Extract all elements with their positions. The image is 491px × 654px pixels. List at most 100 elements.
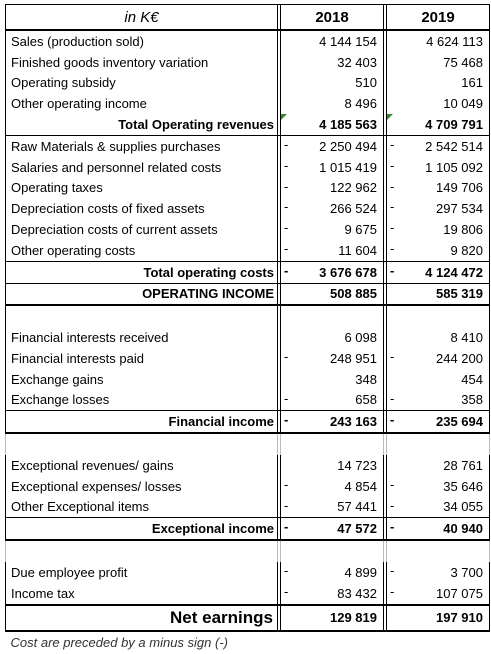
row-label: Exchange gains	[5, 368, 278, 390]
value-2018: 658	[355, 392, 377, 408]
value-2018: 348	[355, 371, 377, 387]
value-2018: 11 604	[338, 242, 377, 258]
value-2018: 266 524	[330, 201, 377, 217]
row-label: Exceptional income	[5, 517, 278, 542]
value-2019: 1 105 092	[425, 159, 483, 175]
table-row: Raw Materials & supplies purchases -2 25…	[5, 135, 490, 157]
table-row: Financial interests paid -248 951 -244 2…	[5, 347, 490, 369]
row-label: Exceptional revenues/ gains	[5, 454, 278, 476]
value-2019: 2 542 514	[425, 138, 483, 154]
minus-sign: -	[284, 497, 289, 513]
value-2019: 35 646	[443, 478, 483, 494]
spacer-row	[5, 433, 490, 455]
footnote-row: Cost are preceded by a minus sign (-)	[6, 631, 490, 654]
value-2019: 197 910	[436, 610, 483, 626]
table-row: Exceptional revenues/ gains 14 723 28 76…	[5, 454, 490, 476]
value-2019: 10 049	[443, 96, 483, 112]
row-label: Operating taxes	[5, 177, 278, 199]
table-row: Other Exceptional items -57 441 -34 055	[5, 496, 490, 518]
year-2018-header: 2018	[280, 4, 384, 31]
minus-sign: -	[390, 476, 395, 492]
value-2019: 149 706	[436, 180, 483, 196]
header-row: in K€ 2018 2019	[5, 4, 490, 31]
minus-sign: -	[390, 136, 395, 152]
minus-sign: -	[284, 476, 289, 492]
row-label: Exceptional expenses/ losses	[5, 475, 278, 497]
net-earnings-row: Net earnings 129 819 197 910	[5, 603, 490, 632]
row-label: Total operating costs	[5, 260, 278, 284]
value-2019: 75 468	[443, 54, 483, 70]
year-2019-header: 2019	[386, 4, 490, 31]
cell-marker-icon	[281, 114, 287, 121]
table-row: Income tax -83 432 -107 075	[5, 582, 490, 605]
minus-sign: -	[390, 220, 395, 236]
value-2019: 3 700	[450, 564, 483, 580]
row-label: Salaries and personnel related costs	[5, 156, 278, 178]
exceptional-income-row: Exceptional income -47 572 -40 940	[5, 517, 490, 542]
minus-sign: -	[284, 157, 289, 173]
table-row: Exchange gains 348 454	[5, 368, 490, 390]
value-2018: 8 496	[344, 96, 377, 112]
value-2019: 19 806	[443, 222, 483, 238]
value-2018: 508 885	[330, 286, 377, 302]
minus-sign: -	[390, 199, 395, 215]
value-2019: 454	[461, 371, 483, 387]
minus-sign: -	[390, 583, 395, 599]
table-row: Operating subsidy 510 161	[5, 72, 490, 94]
row-label: Financial income	[5, 410, 278, 435]
value-2018: 510	[355, 75, 377, 91]
spacer-row	[5, 305, 490, 328]
minus-sign: -	[284, 348, 289, 364]
value-2018: 47 572	[337, 521, 377, 537]
operating-income-row: OPERATING INCOME 508 885 585 319	[5, 283, 490, 307]
value-2019: 235 694	[436, 414, 483, 430]
table-row: Exchange losses -658 -358	[5, 389, 490, 411]
value-2018: 1 015 419	[319, 159, 377, 175]
minus-sign: -	[284, 220, 289, 236]
row-label: Raw Materials & supplies purchases	[5, 135, 278, 157]
value-2018: 4 144 154	[319, 33, 377, 49]
row-label: Net earnings	[5, 603, 278, 632]
value-2018: 83 432	[337, 585, 377, 601]
value-2019: 40 940	[443, 521, 483, 537]
table-row: Operating taxes -122 962 -149 706	[5, 177, 490, 199]
income-statement-table: in K€ 2018 2019 Sales (production sold) …	[5, 4, 490, 654]
value-2018: 4 185 563	[319, 117, 377, 133]
row-label: Operating subsidy	[5, 72, 278, 94]
minus-sign: -	[390, 497, 395, 513]
value-2018: 122 962	[330, 180, 377, 196]
value-2019: 4 624 113	[426, 33, 483, 49]
row-label: Sales (production sold)	[5, 30, 278, 52]
total-row: Total operating costs -3 676 678 -4 124 …	[5, 260, 490, 284]
row-label: Due employee profit	[5, 561, 278, 583]
row-label: Financial interests paid	[5, 347, 278, 369]
row-label: Other operating costs	[5, 239, 278, 262]
table-row: Finished goods inventory variation 32 40…	[5, 51, 490, 73]
minus-sign: -	[390, 178, 395, 194]
table-row: Financial interests received 6 098 8 410	[5, 327, 490, 348]
table-row: Exceptional expenses/ losses -4 854 -35 …	[5, 475, 490, 497]
row-label: Depreciation costs of current assets	[5, 219, 278, 240]
row-label: Other operating income	[5, 93, 278, 115]
minus-sign: -	[284, 583, 289, 599]
value-2018: 14 723	[337, 457, 377, 473]
value-2019: 107 075	[436, 585, 483, 601]
minus-sign: -	[390, 348, 395, 364]
value-2019: 34 055	[443, 499, 483, 515]
minus-sign: -	[284, 519, 289, 535]
table-row: Depreciation costs of fixed assets -266 …	[5, 198, 490, 220]
value-2019: 297 534	[436, 201, 483, 217]
total-row: Total Operating revenues 4 185 563 4 709…	[5, 114, 490, 136]
row-label: Finished goods inventory variation	[5, 51, 278, 73]
minus-sign: -	[284, 178, 289, 194]
value-2019: 28 761	[443, 457, 483, 473]
table-row: Other operating costs -11 604 -9 820	[5, 239, 490, 262]
value-2019: 9 820	[450, 242, 483, 258]
value-2018: 57 441	[337, 499, 377, 515]
income-statement-sheet: in K€ 2018 2019 Sales (production sold) …	[5, 4, 490, 654]
value-2019: 4 709 791	[425, 117, 483, 133]
minus-sign: -	[284, 412, 289, 428]
value-2018: 248 951	[330, 350, 377, 366]
table-row: Other operating income 8 496 10 049	[5, 93, 490, 115]
minus-sign: -	[390, 519, 395, 535]
